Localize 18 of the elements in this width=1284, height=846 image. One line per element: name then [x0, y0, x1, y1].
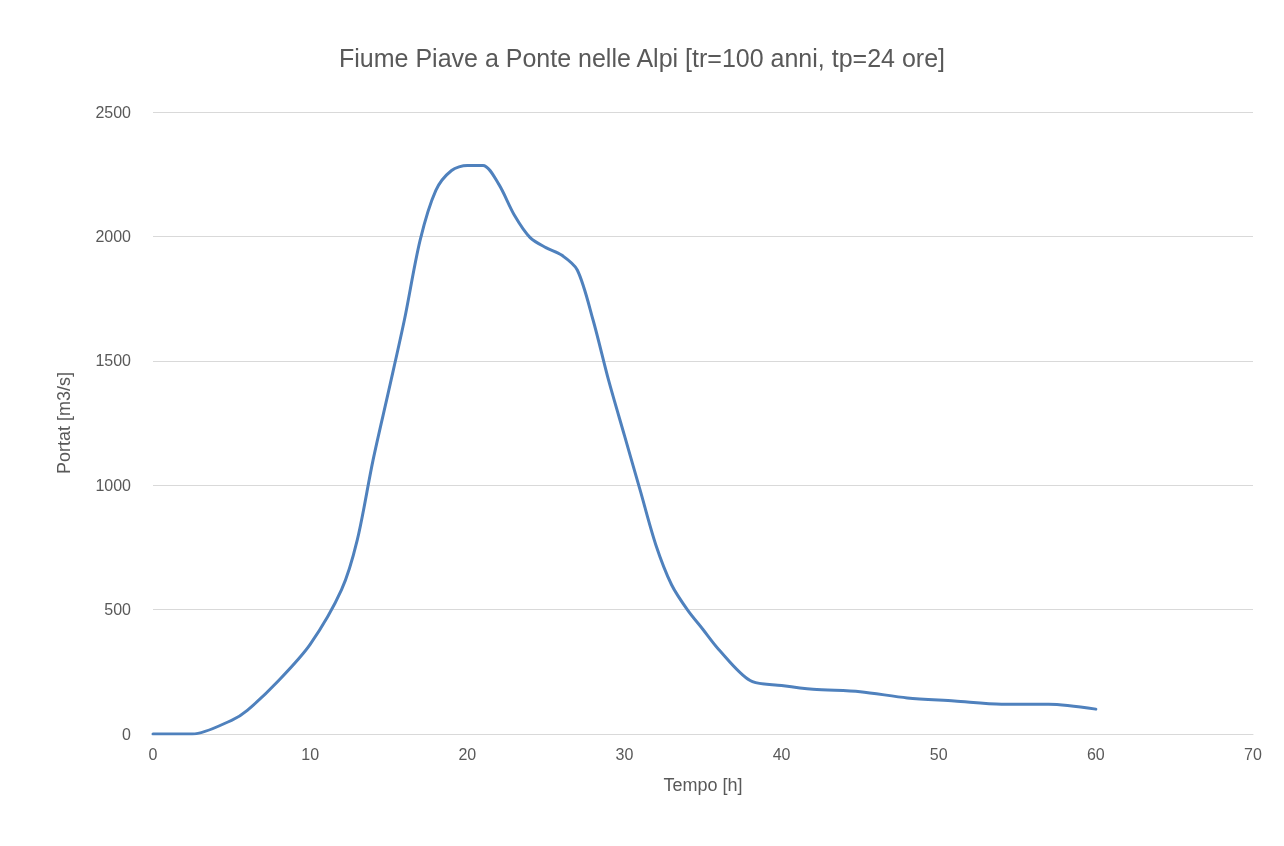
x-tick-label: 10	[301, 745, 320, 763]
y-tick-label: 1500	[95, 352, 132, 370]
x-tick-label: 20	[458, 745, 477, 763]
line-series	[151, 163, 1098, 736]
x-axis-title: Tempo [h]	[663, 775, 743, 795]
x-tick-label: 50	[929, 745, 948, 763]
x-tick-label: 30	[615, 745, 634, 763]
x-tick-label: 60	[1086, 745, 1105, 763]
x-tick-label: 40	[772, 745, 791, 763]
y-axis-title: Portat [m3/s]	[54, 371, 74, 475]
chart-title: Fiume Piave a Ponte nelle Alpi [tr=100 anni, tp=24 ore]	[339, 43, 945, 72]
y-tick-label: 2000	[95, 227, 132, 245]
x-tick-label: 0	[148, 745, 158, 763]
y-tick-label: 500	[104, 601, 132, 619]
y-tick-label: 1000	[95, 476, 132, 494]
y-tick-label: 2500	[95, 103, 132, 121]
x-tick-label: 70	[1244, 745, 1262, 763]
y-tick-label: 0	[122, 725, 132, 743]
